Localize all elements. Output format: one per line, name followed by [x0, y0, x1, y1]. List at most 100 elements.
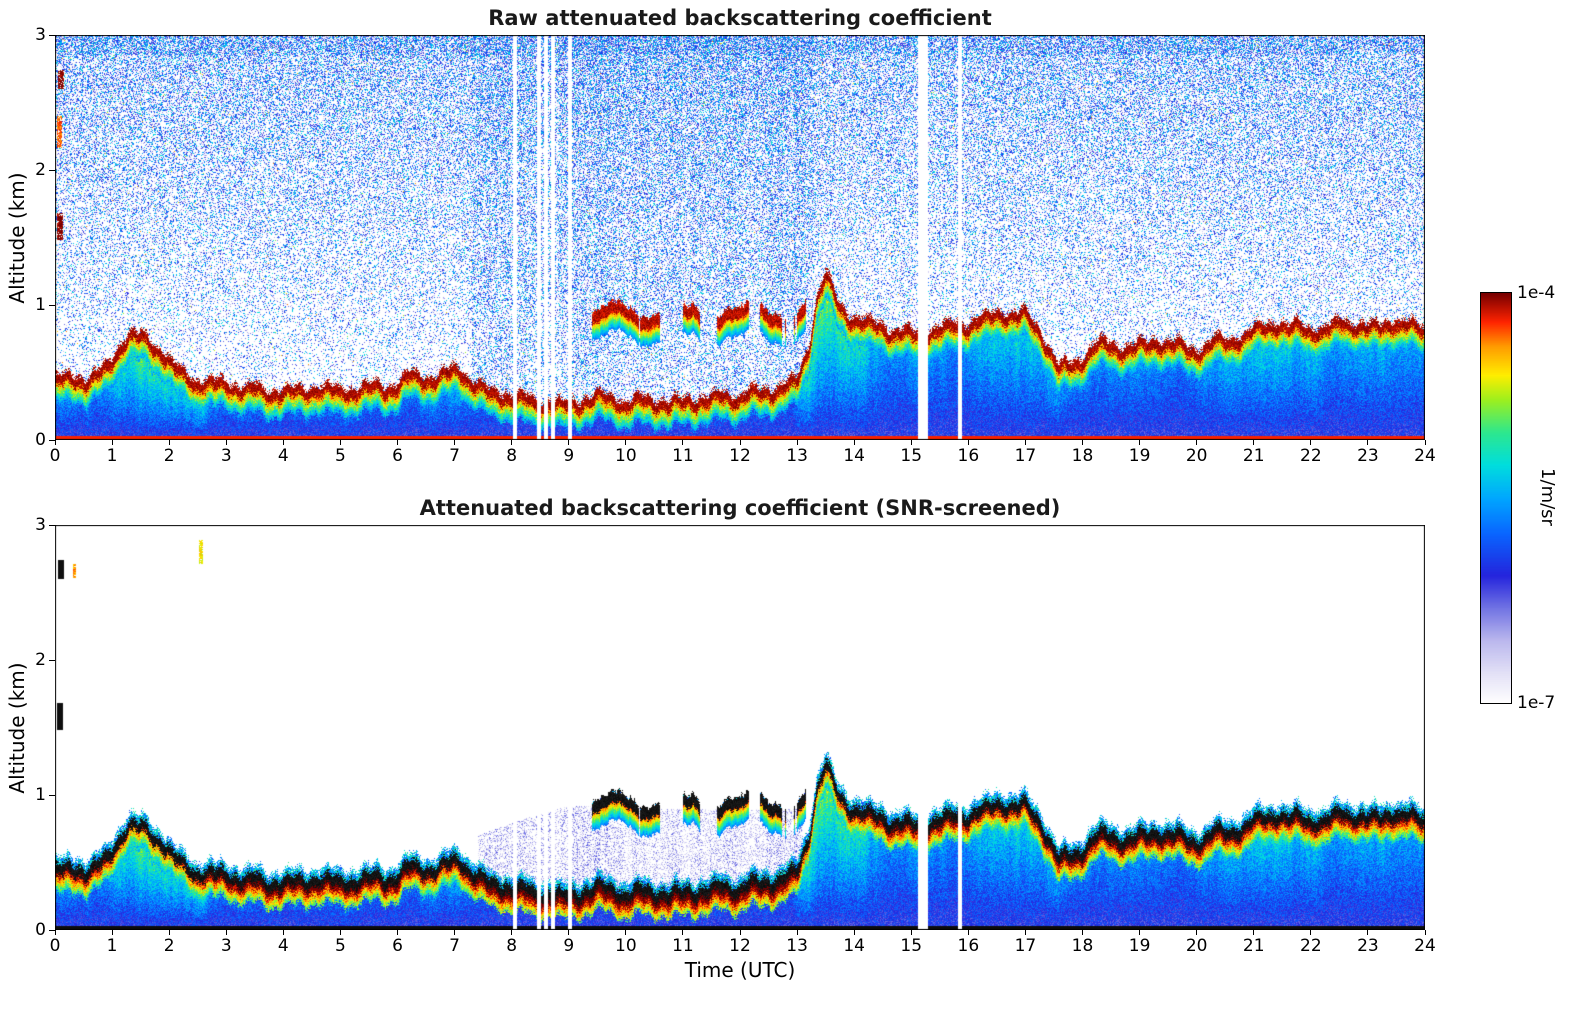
x-tick	[1253, 930, 1255, 935]
x-tick-label: 22	[1300, 446, 1322, 466]
x-tick	[168, 440, 170, 445]
panel-title-raw: Raw attenuated backscattering coefficien…	[488, 6, 992, 30]
x-tick-label: 8	[506, 446, 518, 466]
x-tick-label: 18	[1071, 446, 1094, 466]
x-tick-label: 1	[106, 936, 118, 956]
x-tick	[1253, 440, 1255, 445]
y-tick	[49, 659, 55, 661]
x-tick	[1424, 440, 1426, 445]
raw-heatmap-canvas	[55, 35, 1425, 440]
x-tick-label: 16	[957, 936, 980, 956]
x-tick	[568, 930, 570, 935]
x-tick	[111, 930, 113, 935]
colorbar-min-label: 1e-7	[1517, 693, 1556, 713]
x-tick	[967, 440, 969, 445]
x-tick-label: 1	[106, 446, 118, 466]
y-tick-label: 1	[35, 295, 46, 315]
x-tick-label: 15	[900, 446, 923, 466]
x-tick	[739, 930, 741, 935]
x-tick-label: 15	[900, 936, 923, 956]
x-tick-label: 16	[957, 446, 980, 466]
x-tick-label: 24	[1414, 936, 1436, 956]
x-tick	[910, 930, 912, 935]
x-tick-label: 9	[563, 446, 575, 466]
x-tick-label: 19	[1128, 936, 1151, 956]
x-tick	[454, 440, 456, 445]
x-tick-label: 5	[334, 936, 346, 956]
x-tick	[282, 930, 284, 935]
x-tick	[225, 930, 227, 935]
x-tick-label: 20	[1185, 446, 1208, 466]
x-tick-label: 10	[615, 446, 637, 466]
x-tick	[1310, 440, 1312, 445]
x-tick	[1082, 440, 1083, 445]
x-tick-label: 14	[843, 446, 865, 466]
x-tick	[54, 440, 56, 445]
x-tick	[682, 440, 684, 445]
y-tick	[49, 439, 55, 441]
x-tick	[511, 440, 513, 445]
x-tick	[225, 440, 227, 445]
x-tick-label: 22	[1300, 936, 1322, 956]
x-tick	[967, 930, 969, 935]
x-tick-label: 23	[1357, 446, 1379, 466]
x-tick-label: 12	[729, 446, 751, 466]
x-tick	[282, 440, 284, 445]
colorbar-canvas	[1480, 292, 1512, 704]
x-tick	[625, 930, 627, 935]
x-tick-label: 7	[449, 936, 460, 956]
x-tick	[1424, 930, 1426, 935]
x-tick-label: 2	[163, 446, 175, 466]
x-tick	[1139, 930, 1141, 935]
x-tick	[397, 930, 398, 935]
x-tick	[1310, 930, 1312, 935]
x-tick	[168, 930, 170, 935]
x-tick-label: 13	[786, 446, 808, 466]
x-tick	[739, 440, 741, 445]
x-tick-label: 0	[49, 446, 61, 466]
x-tick	[1082, 930, 1083, 935]
x-tick	[339, 440, 341, 445]
x-tick	[1024, 440, 1026, 445]
x-tick	[625, 440, 627, 445]
x-axis-label: Time (UTC)	[684, 958, 796, 982]
y-tick-label: 2	[35, 160, 46, 180]
x-tick	[339, 930, 341, 935]
screened-heatmap-canvas	[55, 525, 1425, 930]
x-tick	[853, 440, 855, 445]
y-tick	[49, 794, 55, 796]
y-tick-label: 0	[35, 430, 46, 450]
x-tick-label: 17	[1014, 446, 1037, 466]
x-tick	[1367, 440, 1369, 445]
x-tick	[454, 930, 456, 935]
x-tick	[1367, 930, 1369, 935]
x-tick-label: 6	[392, 446, 403, 466]
y-tick	[49, 169, 55, 171]
x-tick-label: 5	[334, 446, 346, 466]
x-tick-label: 11	[672, 936, 694, 956]
x-tick-label: 4	[277, 936, 289, 956]
x-tick-label: 11	[672, 446, 694, 466]
x-tick	[853, 930, 855, 935]
x-tick-label: 21	[1242, 936, 1265, 956]
x-tick-label: 14	[843, 936, 865, 956]
x-tick-label: 0	[49, 936, 61, 956]
x-tick-label: 3	[220, 446, 232, 466]
x-tick-label: 2	[163, 936, 175, 956]
x-tick-label: 8	[506, 936, 518, 956]
y-tick-label: 0	[35, 920, 46, 940]
x-tick-label: 21	[1242, 446, 1265, 466]
x-tick-label: 24	[1414, 446, 1436, 466]
y-tick-label: 3	[35, 515, 46, 535]
x-tick-label: 13	[786, 936, 808, 956]
x-tick-label: 17	[1014, 936, 1037, 956]
x-tick	[397, 440, 398, 445]
x-tick	[568, 440, 570, 445]
y-tick-label: 1	[35, 785, 46, 805]
x-tick-label: 10	[615, 936, 637, 956]
x-tick	[1196, 440, 1198, 445]
y-tick	[49, 34, 55, 36]
y-tick	[49, 929, 55, 931]
x-tick-label: 4	[277, 446, 289, 466]
x-tick	[1024, 930, 1026, 935]
